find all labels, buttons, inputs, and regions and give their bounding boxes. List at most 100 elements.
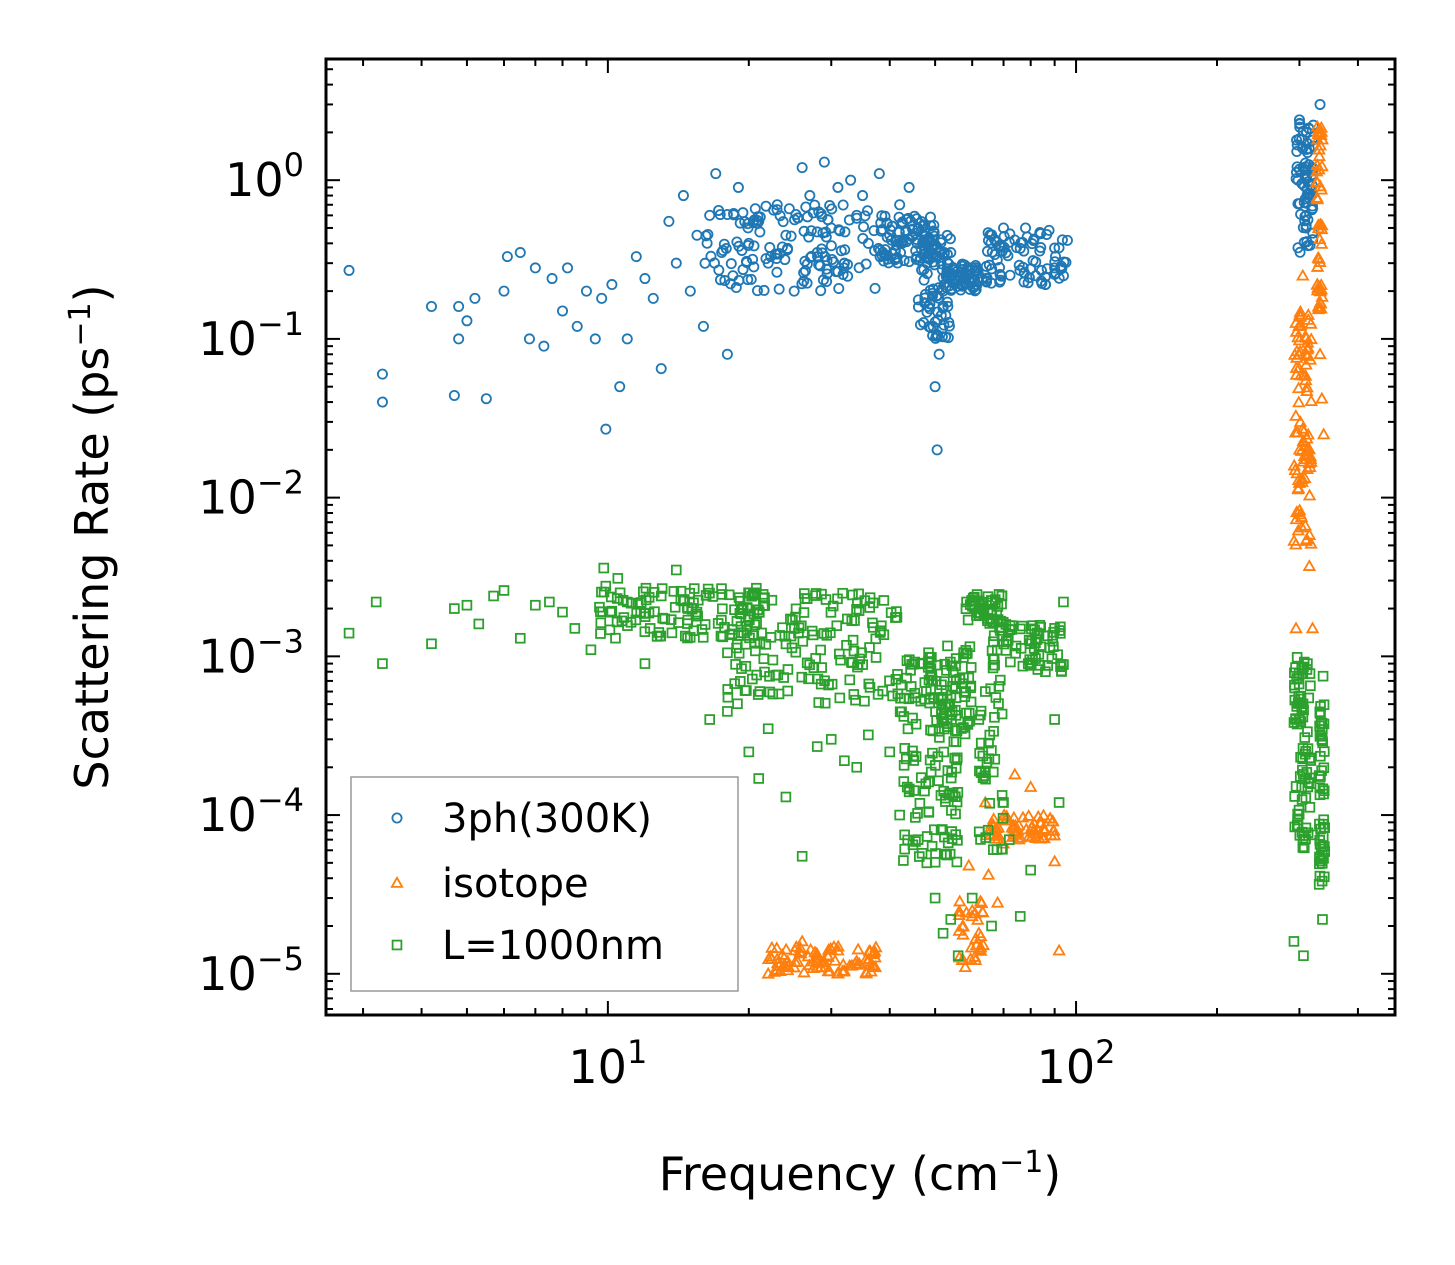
- l-1000nm-point: [621, 596, 633, 608]
- l-1000nm-point: [1053, 797, 1065, 808]
- l-1000nm-point: [793, 627, 804, 639]
- isotope-point: [1289, 367, 1304, 380]
- 3ph-300k-point: [771, 199, 783, 211]
- 3ph-300k-point: [874, 244, 886, 256]
- isotope-point: [770, 941, 784, 954]
- 3ph-300k-point: [725, 258, 737, 270]
- isotope-point: [1295, 475, 1309, 487]
- l-1000nm-point: [978, 596, 989, 608]
- 3ph-300k-point: [742, 218, 754, 230]
- l-1000nm-point: [837, 587, 848, 599]
- l-1000nm-point: [1017, 660, 1029, 672]
- isotope-point: [797, 965, 811, 978]
- 3ph-300k-point: [747, 253, 759, 265]
- isotope-point: [851, 942, 865, 955]
- 3ph-300k-point: [926, 240, 938, 252]
- l-1000nm-point: [998, 638, 1010, 650]
- isotope-point: [790, 954, 805, 967]
- isotope-point: [1023, 780, 1038, 792]
- l-1000nm-point: [1027, 654, 1038, 666]
- l-1000nm-point: [938, 716, 950, 727]
- 3ph-300k-point: [1298, 236, 1310, 248]
- 3ph-300k-point: [1292, 198, 1304, 210]
- l-1000nm-point: [848, 645, 860, 657]
- l-1000nm-point: [585, 644, 597, 656]
- l-1000nm-point: [741, 685, 752, 696]
- l-1000nm-point: [951, 752, 963, 764]
- isotope-point: [1046, 814, 1060, 827]
- l-1000nm-point: [1030, 637, 1041, 649]
- l-1000nm-point: [1289, 694, 1301, 706]
- 3ph-300k-point: [716, 247, 728, 259]
- l-1000nm-point: [747, 673, 758, 685]
- 3ph-300k-point: [1020, 222, 1032, 234]
- l-1000nm-point: [908, 755, 920, 766]
- isotope-point: [793, 941, 808, 953]
- l-1000nm-point: [859, 695, 870, 707]
- l-1000nm-point: [927, 725, 939, 737]
- l-1000nm-point: [544, 596, 555, 608]
- l-1000nm-point: [716, 614, 727, 626]
- l-1000nm-point: [1316, 875, 1328, 887]
- y-tick-label: 10−2: [198, 464, 304, 525]
- 3ph-300k-point: [376, 396, 388, 408]
- 3ph-300k-point: [1049, 262, 1061, 274]
- 3ph-300k-point: [557, 305, 569, 317]
- l-1000nm-point: [744, 587, 755, 599]
- isotope-point: [1293, 318, 1308, 331]
- 3ph-300k-point: [958, 272, 970, 284]
- l-1000nm-point: [925, 666, 936, 678]
- isotope-point: [867, 960, 881, 973]
- isotope-point: [806, 961, 821, 974]
- 3ph-300k-point: [1013, 259, 1025, 271]
- l-1000nm-point: [638, 586, 649, 598]
- l-1000nm-point: [839, 755, 850, 767]
- 3ph-300k-point: [727, 270, 739, 282]
- l-1000nm-point: [1296, 782, 1307, 793]
- 3ph-300k-point: [1053, 242, 1065, 254]
- 3ph-300k-point: [529, 262, 541, 274]
- isotope-point: [964, 940, 979, 953]
- l-1000nm-point: [1294, 714, 1305, 725]
- l-1000nm-point: [498, 585, 510, 596]
- l-1000nm-point: [606, 605, 618, 617]
- l-1000nm-point: [1305, 680, 1316, 692]
- l-1000nm-point: [1288, 936, 1300, 947]
- l-1000nm-point: [1302, 658, 1313, 669]
- isotope-point: [1303, 460, 1317, 473]
- 3ph-300k-point: [928, 259, 940, 271]
- isotope-point: [810, 960, 824, 973]
- l-1000nm-point: [1297, 842, 1309, 853]
- l-1000nm-point: [764, 686, 776, 698]
- l-1000nm-point: [950, 710, 962, 721]
- isotope-point: [779, 942, 793, 955]
- isotope-point: [1013, 830, 1028, 843]
- 3ph-300k-point: [862, 237, 874, 249]
- x-axis-label: Frequency (cm−1): [659, 1145, 1062, 1201]
- l-1000nm-point: [944, 787, 956, 799]
- l-1000nm-point: [670, 564, 682, 576]
- 3ph-300k-point: [941, 296, 953, 308]
- l-1000nm-point: [699, 619, 711, 630]
- 3ph-300k-point: [1030, 270, 1042, 282]
- 3ph-300k-point: [771, 266, 783, 278]
- l-1000nm-point: [951, 796, 963, 808]
- isotope-point: [1289, 316, 1303, 328]
- l-1000nm-point: [777, 622, 788, 633]
- 3ph-300k-point: [921, 239, 933, 251]
- l-1000nm-point: [923, 647, 934, 658]
- 3ph-300k-point: [929, 381, 941, 393]
- l-1000nm-point: [933, 693, 944, 704]
- l-1000nm-point: [944, 698, 956, 710]
- isotope-point: [1302, 559, 1317, 571]
- y-axis-label: Scattering Rate (ps−1): [63, 284, 119, 789]
- l-1000nm-point: [722, 684, 733, 695]
- 3ph-300k-point: [425, 300, 437, 312]
- y-tick-label: 10−4: [198, 781, 304, 842]
- l-1000nm-point: [912, 834, 924, 845]
- 3ph-300k-point: [453, 333, 465, 345]
- l-1000nm-point: [834, 648, 845, 660]
- 3ph-300k-point: [730, 281, 742, 293]
- l-1000nm-point: [752, 689, 764, 700]
